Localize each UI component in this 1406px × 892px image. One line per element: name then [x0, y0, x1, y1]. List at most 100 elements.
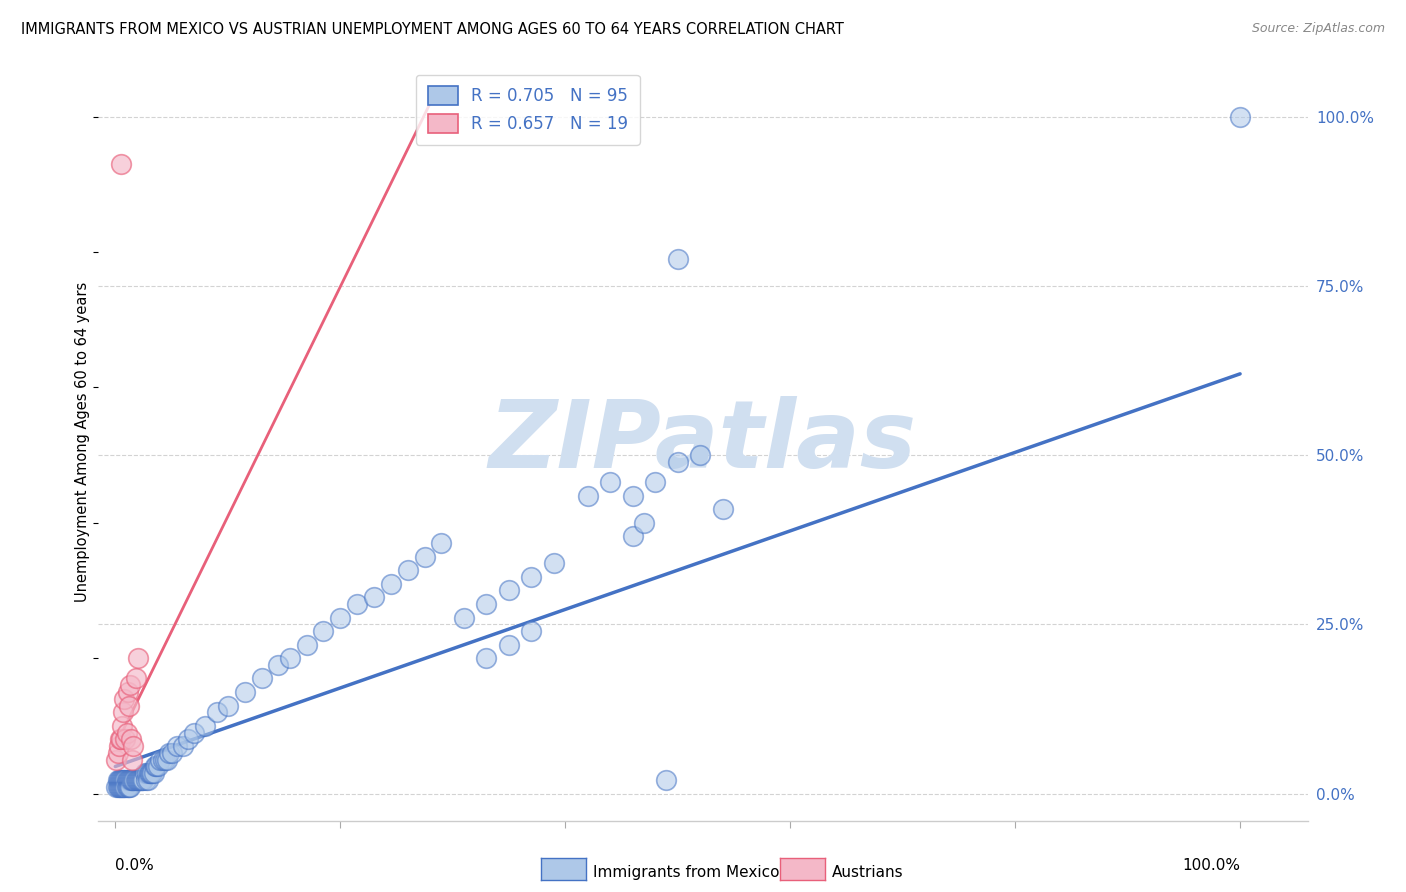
- Point: [453, 610, 475, 624]
- Point: [111, 772, 134, 787]
- Text: Immigrants from Mexico: Immigrants from Mexico: [593, 865, 780, 880]
- Point: [128, 772, 150, 787]
- Point: [131, 772, 153, 787]
- Point: [129, 772, 152, 787]
- Point: [112, 772, 135, 787]
- Point: [115, 772, 138, 787]
- Point: [121, 772, 143, 787]
- Point: [127, 772, 149, 787]
- Point: [124, 772, 146, 787]
- Point: [183, 725, 205, 739]
- Point: [543, 557, 565, 571]
- Point: [396, 563, 419, 577]
- Point: [108, 732, 131, 747]
- Point: [129, 772, 152, 787]
- Point: [666, 455, 689, 469]
- Point: [520, 624, 543, 639]
- Point: [115, 780, 138, 794]
- Point: [475, 597, 498, 611]
- Point: [655, 772, 678, 787]
- Point: [114, 772, 136, 787]
- Point: [107, 780, 129, 794]
- Point: [110, 780, 132, 794]
- Point: [122, 772, 145, 787]
- Point: [156, 753, 179, 767]
- Point: [107, 772, 129, 787]
- Point: [141, 766, 163, 780]
- Point: [711, 502, 734, 516]
- Legend: R = 0.705   N = 95, R = 0.657   N = 19: R = 0.705 N = 95, R = 0.657 N = 19: [416, 75, 640, 145]
- Point: [205, 706, 228, 720]
- Point: [160, 746, 183, 760]
- Point: [233, 685, 256, 699]
- Point: [114, 780, 136, 794]
- Point: [125, 772, 148, 787]
- Point: [112, 691, 135, 706]
- Point: [599, 475, 621, 490]
- Point: [136, 772, 159, 787]
- Point: [152, 753, 174, 767]
- Point: [118, 780, 141, 794]
- Point: [111, 719, 134, 733]
- Point: [644, 475, 666, 490]
- Point: [430, 536, 453, 550]
- Point: [149, 753, 172, 767]
- Point: [329, 610, 352, 624]
- Point: [112, 772, 135, 787]
- Point: [142, 766, 165, 780]
- Point: [666, 252, 689, 266]
- Point: [166, 739, 188, 754]
- Point: [118, 678, 141, 692]
- Point: [475, 651, 498, 665]
- Point: [118, 698, 141, 713]
- Point: [132, 772, 155, 787]
- Point: [124, 772, 146, 787]
- Point: [108, 780, 131, 794]
- Point: [498, 638, 520, 652]
- Point: [177, 732, 200, 747]
- Text: ZIPatlas: ZIPatlas: [489, 395, 917, 488]
- Text: 0.0%: 0.0%: [115, 858, 155, 873]
- Point: [112, 780, 135, 794]
- Point: [124, 672, 146, 686]
- Point: [380, 576, 402, 591]
- Point: [110, 732, 132, 747]
- Text: IMMIGRANTS FROM MEXICO VS AUSTRIAN UNEMPLOYMENT AMONG AGES 60 TO 64 YEARS CORREL: IMMIGRANTS FROM MEXICO VS AUSTRIAN UNEMP…: [21, 22, 844, 37]
- Point: [105, 753, 128, 767]
- Point: [520, 570, 543, 584]
- Y-axis label: Unemployment Among Ages 60 to 64 years: Unemployment Among Ages 60 to 64 years: [75, 281, 90, 602]
- Point: [138, 766, 160, 780]
- Point: [250, 672, 273, 686]
- Text: 100.0%: 100.0%: [1182, 858, 1240, 873]
- Point: [498, 583, 520, 598]
- Point: [143, 759, 166, 773]
- Point: [121, 753, 143, 767]
- Point: [112, 780, 135, 794]
- Point: [110, 772, 132, 787]
- Point: [346, 597, 368, 611]
- Point: [118, 772, 141, 787]
- Point: [120, 732, 142, 747]
- Point: [576, 489, 599, 503]
- Point: [139, 766, 162, 780]
- Point: [117, 772, 139, 787]
- Point: [108, 772, 131, 787]
- Point: [413, 549, 436, 564]
- Point: [110, 157, 132, 171]
- Point: [107, 772, 129, 787]
- Point: [295, 638, 318, 652]
- Point: [312, 624, 335, 639]
- Point: [217, 698, 239, 713]
- Point: [145, 759, 167, 773]
- Point: [633, 516, 655, 530]
- Point: [107, 739, 129, 754]
- Point: [111, 780, 134, 794]
- Point: [105, 780, 128, 794]
- Point: [127, 651, 149, 665]
- Point: [621, 489, 644, 503]
- Point: [114, 732, 136, 747]
- Point: [120, 772, 142, 787]
- Point: [135, 772, 157, 787]
- Point: [157, 746, 180, 760]
- Point: [621, 529, 644, 543]
